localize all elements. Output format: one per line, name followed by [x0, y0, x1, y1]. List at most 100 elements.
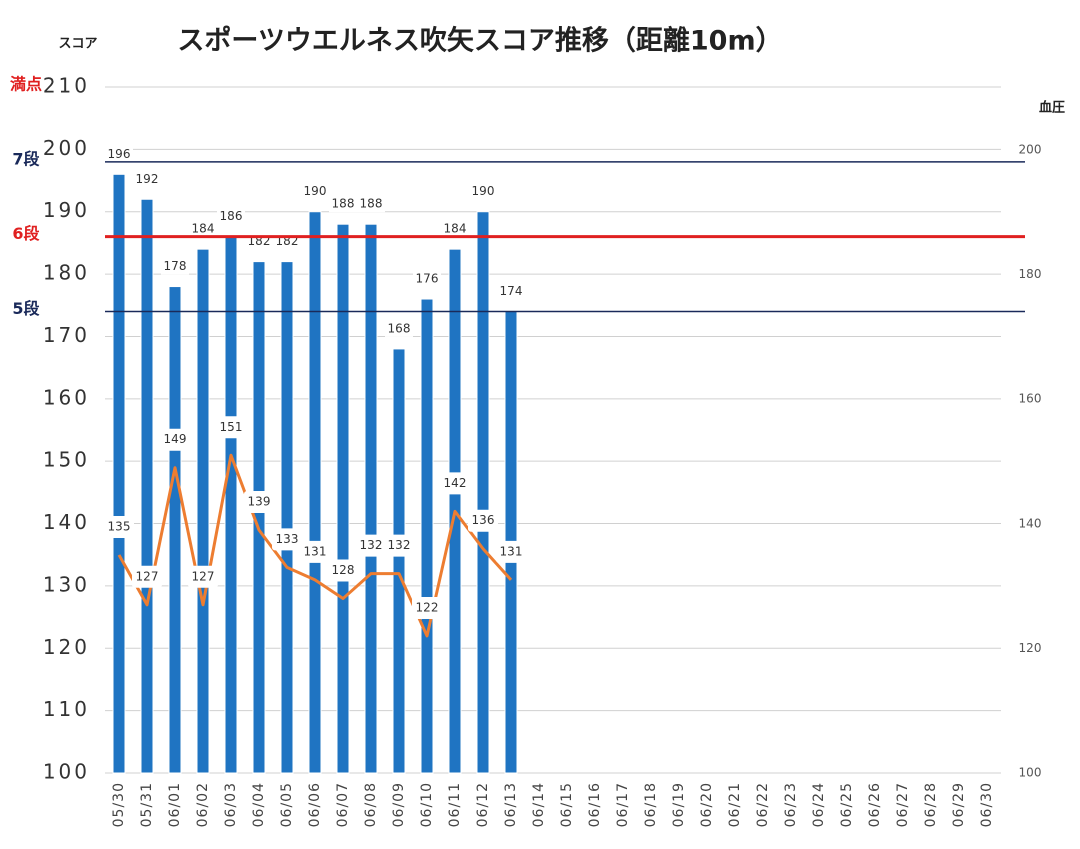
bar-label-bg: [301, 181, 329, 200]
bar-label: 196: [108, 147, 131, 161]
x-tick-label: 06/02: [195, 782, 211, 827]
x-tick-label: 06/11: [447, 782, 463, 827]
bar: [224, 236, 238, 774]
chart-title: スポーツウエルネス吹矢スコア推移（距離10m）: [177, 25, 782, 57]
x-tick-label: 06/30: [979, 782, 995, 827]
bar-label: 188: [332, 197, 355, 211]
x-tick-label: 06/01: [167, 782, 183, 827]
line-label-bg: [384, 534, 414, 557]
x-tick-label: 05/30: [111, 782, 127, 827]
line-label: 131: [304, 544, 327, 558]
bar-label-bg: [441, 219, 469, 238]
x-tick-label: 06/13: [503, 782, 519, 827]
line-label: 136: [472, 513, 495, 527]
bar: [140, 198, 154, 774]
x-tick-label: 06/07: [335, 782, 351, 827]
x-tick-label: 06/27: [895, 782, 911, 827]
bar-label: 168: [388, 321, 411, 335]
bar: [476, 211, 490, 774]
line-label: 149: [164, 432, 187, 446]
line-label-bg: [496, 540, 526, 563]
y-tick-label: 210: [43, 74, 90, 98]
bar-label-bg: [189, 219, 217, 238]
y-tick-label: 180: [43, 261, 90, 285]
x-tick-label: 06/10: [419, 782, 435, 827]
x-tick-label: 06/26: [867, 782, 883, 827]
bar-label-bg: [469, 181, 497, 200]
x-tick-label: 06/21: [727, 782, 743, 827]
line-label-bg: [244, 491, 274, 514]
line-label: 127: [192, 569, 215, 583]
x-tick-label: 06/03: [223, 782, 239, 827]
bar: [308, 211, 322, 774]
y-tick-label: 190: [43, 198, 90, 222]
line-label: 128: [332, 563, 355, 577]
bar-label-bg: [161, 256, 189, 275]
line-label-bg: [272, 528, 302, 551]
y2-tick-label: 120: [1019, 641, 1042, 655]
line-label: 133: [276, 532, 299, 546]
y2-tick-label: 160: [1019, 392, 1042, 406]
bar: [336, 223, 350, 774]
bar-label: 190: [472, 184, 495, 198]
x-tick-label: 06/09: [391, 782, 407, 827]
line-label: 122: [416, 600, 439, 614]
bar-label-bg: [357, 194, 385, 213]
line-label: 132: [388, 538, 411, 552]
reference-label: 6段: [12, 224, 40, 243]
reference-label: 満点: [10, 75, 42, 94]
y-tick-label: 160: [43, 385, 90, 409]
line-label: 139: [248, 495, 271, 509]
y-tick-label: 100: [43, 760, 90, 784]
bar-label: 186: [220, 209, 243, 223]
x-tick-label: 06/17: [615, 782, 631, 827]
line-label-bg: [356, 534, 386, 557]
line-label-bg: [104, 515, 134, 538]
bar-label: 188: [360, 197, 383, 211]
x-tick-label: 06/14: [531, 782, 547, 827]
y-tick-label: 200: [43, 136, 90, 160]
y2-tick-label: 200: [1019, 143, 1042, 157]
x-tick-label: 06/23: [783, 782, 799, 827]
line-label-bg: [328, 559, 358, 582]
line-label: 132: [360, 538, 383, 552]
y-tick-label: 130: [43, 572, 90, 596]
line-label-bg: [412, 596, 442, 619]
bar-label: 184: [192, 222, 215, 236]
bar: [392, 348, 406, 774]
line-label: 131: [500, 544, 523, 558]
bar-label-bg: [217, 206, 245, 225]
bar-label-bg: [105, 144, 133, 163]
x-tick-label: 06/28: [923, 782, 939, 827]
reference-label: 5段: [12, 299, 40, 318]
line-label-bg: [216, 416, 246, 439]
reference-label: 7段: [12, 149, 40, 168]
x-tick-label: 06/06: [307, 782, 323, 827]
y2-tick-label: 140: [1019, 516, 1042, 530]
bar-label-bg: [133, 169, 161, 188]
line-label-bg: [132, 565, 162, 588]
bar-label-bg: [497, 281, 525, 300]
line-label-bg: [188, 565, 218, 588]
line-label: 142: [444, 476, 467, 490]
x-tick-label: 06/15: [559, 782, 575, 827]
bar: [196, 248, 210, 774]
x-tick-label: 06/24: [811, 782, 827, 827]
bar-label-bg: [329, 194, 357, 213]
bar-label: 174: [500, 284, 523, 298]
line-label: 135: [108, 519, 131, 533]
x-tick-label: 06/04: [251, 782, 267, 827]
line-label-bg: [160, 428, 190, 451]
line-label: 127: [136, 569, 159, 583]
line-label-bg: [440, 472, 470, 495]
bar-label: 178: [164, 259, 187, 273]
bar-label: 190: [304, 184, 327, 198]
bar: [112, 173, 126, 774]
bar: [280, 261, 294, 774]
bar: [420, 298, 434, 774]
line-label-bg: [300, 540, 330, 563]
line-label: 151: [220, 420, 243, 434]
x-tick-label: 06/18: [643, 782, 659, 827]
y-tick-label: 110: [43, 697, 90, 721]
